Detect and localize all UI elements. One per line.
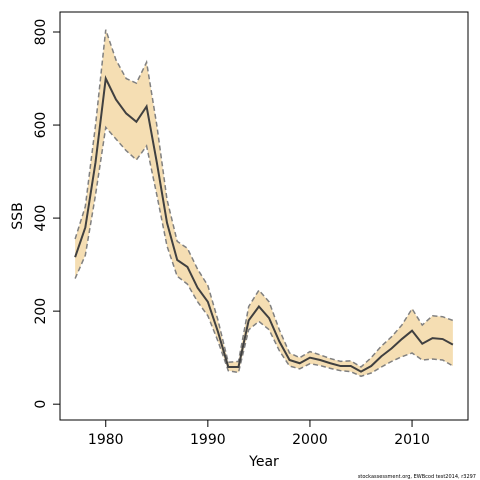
- y-tick-label: 400: [33, 205, 49, 232]
- x-tick-label: 2010: [394, 432, 430, 448]
- upper-bound: [74, 29, 454, 368]
- confidence-band: [75, 29, 453, 377]
- y-tick-label: 800: [33, 19, 49, 46]
- ssb-line: [74, 75, 454, 373]
- footnote: stockassessment.org, EWBcod test2014, r3…: [358, 474, 476, 480]
- y-tick-label: 0: [33, 400, 49, 409]
- x-tick-label: 1990: [190, 432, 226, 448]
- y-axis-label: SSB: [10, 202, 26, 229]
- y-tick-label: 600: [33, 112, 49, 139]
- x-tick-label: 2000: [292, 432, 328, 448]
- lower-bound: [74, 125, 454, 378]
- x-axis-label: Year: [248, 454, 279, 470]
- x-tick-label: 1980: [88, 432, 124, 448]
- plot-frame: [59, 11, 469, 421]
- y-tick-label: 200: [33, 298, 49, 325]
